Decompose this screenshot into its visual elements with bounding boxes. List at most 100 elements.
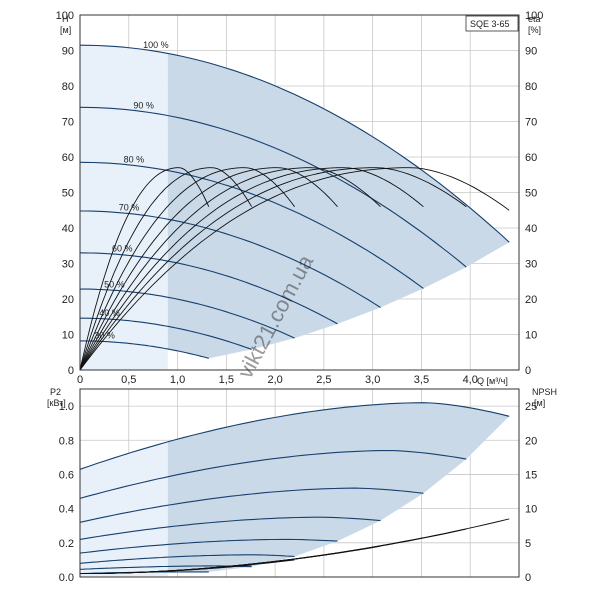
head-chart-efficiency-curves <box>79 167 510 371</box>
head-tick-label: 60 <box>62 152 74 164</box>
head-curve <box>79 44 510 243</box>
power-curve <box>79 554 295 564</box>
power-curve <box>79 516 381 540</box>
eta-tick-label: 50 <box>525 188 537 200</box>
speed-label: 30 % <box>94 331 115 341</box>
power-tick-label: 0.8 <box>59 435 74 447</box>
efficiency-curve <box>79 167 381 371</box>
head-curve <box>79 252 338 325</box>
power-tick-label: 0.0 <box>59 572 74 584</box>
flow-tick-label: 1,5 <box>219 374 234 386</box>
head-tick-label: 30 <box>62 259 74 271</box>
head-tick-label: 20 <box>62 294 74 306</box>
power-axis-title: P2 <box>50 387 61 397</box>
power-curve <box>79 538 338 554</box>
head-curve <box>80 210 381 308</box>
eta-tick-label: 20 <box>525 294 537 306</box>
eta-tick-label: 80 <box>525 81 537 93</box>
speed-label: 40 % <box>99 308 120 318</box>
power-tick-label: 0.6 <box>59 469 74 481</box>
power-light-region <box>80 441 168 577</box>
efficiency-curve <box>79 167 338 371</box>
flow-axis-title: Q [м³/ч] <box>477 376 508 386</box>
head-tick-label: 80 <box>62 81 74 93</box>
flow-tick-label: 0,5 <box>121 374 136 386</box>
flow-tick-label: 1,0 <box>170 374 185 386</box>
head-curve <box>79 106 467 268</box>
head-curve <box>80 288 295 339</box>
eta-tick-label: 60 <box>525 152 537 164</box>
head-chart-operating-region <box>80 45 510 370</box>
speed-label: 70 % <box>119 203 140 213</box>
power-tick-label: 0.4 <box>59 504 74 516</box>
flow-tick-label: 2,5 <box>316 374 331 386</box>
npsh-tick-label: 5 <box>525 538 531 550</box>
flow-tick-label: 2,0 <box>267 374 282 386</box>
eta-tick-label: 10 <box>525 330 537 342</box>
head-tick-label: 10 <box>62 330 74 342</box>
head-tick-label: 0 <box>68 365 74 377</box>
head-main-region <box>167 53 510 359</box>
head-tick-label: 50 <box>62 188 74 200</box>
power-curve <box>79 402 510 470</box>
eta-axis-unit: [%] <box>528 25 541 35</box>
eta-tick-label: 40 <box>525 223 537 235</box>
flow-tick-label: 3,5 <box>414 374 429 386</box>
speed-label: 100 % <box>143 40 169 50</box>
power-chart-curves <box>79 402 510 575</box>
flow-tick-label: 3,0 <box>365 374 380 386</box>
head-tick-label: 40 <box>62 223 74 235</box>
speed-label: 90 % <box>133 101 154 111</box>
head-axis-unit: [м] <box>60 25 71 35</box>
npsh-axis-unit: [м] <box>534 398 545 408</box>
npsh-tick-label: 10 <box>525 504 537 516</box>
npsh-curves <box>79 518 510 575</box>
efficiency-curve <box>79 167 295 371</box>
power-chart-operating-region <box>80 402 510 577</box>
efficiency-curve <box>79 167 510 371</box>
efficiency-curve <box>79 167 424 371</box>
head-chart-speed-labels: 100 % 90 % 80 % 70 % 60 % 50 % 40 % 30 % <box>94 40 168 341</box>
speed-label: 80 % <box>124 154 145 164</box>
npsh-tick-label: 20 <box>525 435 537 447</box>
head-tick-label: 100 <box>56 10 74 22</box>
power-tick-label: 0.2 <box>59 538 74 550</box>
power-curve <box>79 565 252 570</box>
power-axis-unit: [кВт] <box>47 398 66 408</box>
npsh-tick-label: 15 <box>525 469 537 481</box>
power-main-region <box>167 402 510 572</box>
power-curve <box>79 487 424 523</box>
model-label-box <box>465 15 519 32</box>
head-tick-label: 70 <box>62 117 74 129</box>
npsh-tick-label: 0 <box>525 572 531 584</box>
eta-tick-label: 0 <box>525 365 531 377</box>
flow-tick-label: 4,0 <box>463 374 478 386</box>
eta-tick-label: 30 <box>525 259 537 271</box>
head-tick-label: 90 <box>62 46 74 58</box>
head-axis-title: H <box>62 14 69 24</box>
speed-label: 50 % <box>104 279 125 289</box>
npsh-curve <box>80 568 209 575</box>
head-curve <box>80 340 209 359</box>
model-label: SQE 3-65 <box>470 19 510 29</box>
power-chart-ticks: 0.0 0.2 0.4 0.6 0.8 1.0 0 5 10 15 20 25 <box>59 401 538 584</box>
power-tick-label: 1.0 <box>59 401 74 413</box>
head-curve <box>79 161 424 289</box>
speed-label: 60 % <box>112 244 133 254</box>
power-chart-frame <box>79 388 520 578</box>
eta-axis-title: eta <box>528 14 541 24</box>
npsh-axis-title: NPSH <box>532 387 557 397</box>
efficiency-curve <box>79 167 210 371</box>
efficiency-curve <box>79 167 467 371</box>
flow-tick-label: 0 <box>77 374 83 386</box>
power-curve <box>79 449 467 499</box>
eta-tick-label: 90 <box>525 46 537 58</box>
efficiency-curve <box>79 167 253 371</box>
npsh-tick-label: 25 <box>525 401 537 413</box>
eta-tick-label: 70 <box>525 117 537 129</box>
head-light-region <box>80 45 168 370</box>
head-chart-frame <box>79 14 520 371</box>
eta-tick-label: 100 <box>525 10 543 22</box>
